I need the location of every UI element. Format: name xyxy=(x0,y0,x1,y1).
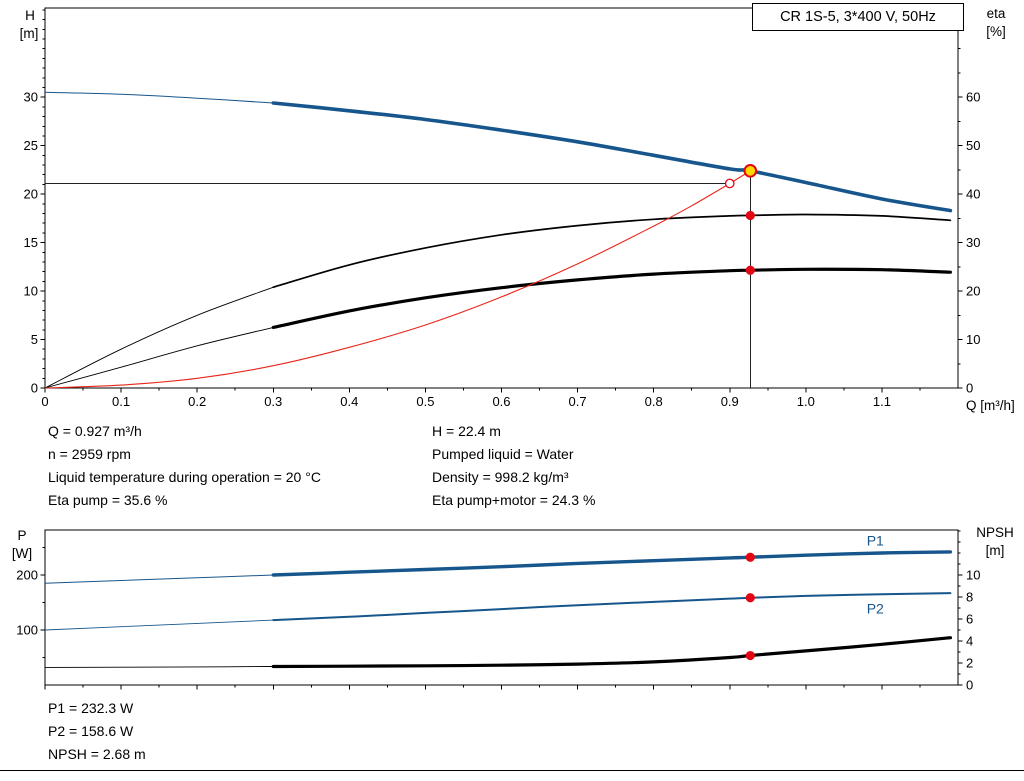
right-tick-label: 10 xyxy=(966,332,980,347)
left-tick-label: 25 xyxy=(24,138,38,153)
p1-curve-thin xyxy=(44,574,274,584)
duty-info-right-column: H = 22.4 m Pumped liquid = Water Density… xyxy=(432,420,595,512)
x-tick-label: 0.1 xyxy=(112,394,130,409)
right-tick-label: 60 xyxy=(966,90,980,105)
right-tick-label: 4 xyxy=(966,634,973,649)
x-tick-label: 0 xyxy=(41,394,48,409)
duty-marker-dot xyxy=(745,593,755,603)
eta-axis-unit: [%] xyxy=(986,24,1006,39)
duty-info-flow: Q = 0.927 m³/h xyxy=(48,423,142,439)
right-tick-label: 40 xyxy=(966,187,980,202)
duty-info-eta-pump: Eta pump = 35.6 % xyxy=(48,492,168,508)
eta-axis-title: eta xyxy=(987,6,1006,21)
system-curve xyxy=(44,170,751,389)
duty-info-head: H = 22.4 m xyxy=(432,423,501,439)
left-tick-label: 100 xyxy=(16,622,38,637)
x-tick-label: 0.2 xyxy=(188,394,206,409)
duty-info-eta-pump-motor: Eta pump+motor = 24.3 % xyxy=(432,492,596,508)
duty-info-speed: n = 2959 rpm xyxy=(48,446,131,462)
duty-info-left-column: Q = 0.927 m³/h n = 2959 rpm Liquid tempe… xyxy=(48,420,321,512)
qh-eta-plot: 0 0.1 0.2 0.3 0.4 0.5 0.6 0.7 0.8 0.9 1.0 1.1 0 5 10 15… xyxy=(24,7,980,409)
x-axis xyxy=(44,685,921,690)
duty-marker-dot xyxy=(745,552,755,562)
power-info-npsh: NPSH = 2.68 m xyxy=(48,746,146,762)
right-tick-label: 0 xyxy=(966,381,973,396)
p-axis-title: P xyxy=(17,528,26,543)
duty-info-density: Density = 998.2 kg/m³ xyxy=(432,469,569,485)
left-tick-label: 10 xyxy=(24,284,38,299)
right-tick-label: 50 xyxy=(966,138,980,153)
x-tick-label: 0.8 xyxy=(645,394,663,409)
left-tick-label: 5 xyxy=(31,332,38,347)
right-axis: 0 10 20 30 40 50 60 xyxy=(958,23,980,396)
right-tick-label: 0 xyxy=(966,678,973,693)
left-axis: 100 200 xyxy=(16,546,45,658)
duty-info-liquid: Pumped liquid = Water xyxy=(432,446,574,462)
series-curves xyxy=(44,91,953,389)
duty-marker-dot xyxy=(745,650,755,661)
p2-curve-thin xyxy=(44,619,274,631)
x-tick-label: 0.9 xyxy=(721,394,739,409)
left-tick-label: 0 xyxy=(31,381,38,396)
requested-point-marker xyxy=(724,178,735,189)
series-label-P1: P1 xyxy=(867,532,884,548)
npsh-curve xyxy=(271,636,952,669)
p1-curve xyxy=(271,550,953,577)
eta-pump-curve xyxy=(272,213,952,289)
power-info-column: P1 = 232.3 W P2 = 158.6 W NPSH = 2.68 m xyxy=(48,697,146,766)
right-tick-label: 10 xyxy=(966,568,980,583)
right-tick-label: 30 xyxy=(966,235,980,250)
right-tick-label: 8 xyxy=(966,590,973,605)
x-tick-label: 0.7 xyxy=(569,394,587,409)
h-axis-unit: [m] xyxy=(20,26,39,41)
x-tick-label: 0.4 xyxy=(340,394,358,409)
head-curve xyxy=(271,101,953,213)
x-tick-label: 1.1 xyxy=(873,394,891,409)
left-tick-label: 200 xyxy=(16,567,38,582)
power-info-p2: P2 = 158.6 W xyxy=(48,723,134,739)
x-axis: 0 0.1 0.2 0.3 0.4 0.5 0.6 0.7 0.8 0.9 1.0 1.1 xyxy=(41,388,921,409)
plot-frame xyxy=(44,7,959,389)
right-tick-label: 2 xyxy=(966,656,973,671)
x-tick-label: 0.3 xyxy=(264,394,282,409)
npsh-curve-thin xyxy=(44,666,274,668)
eta-pump-motor-curve xyxy=(271,267,952,329)
markers xyxy=(724,164,758,275)
right-axis: 0 2 4 6 8 10 xyxy=(958,530,980,693)
duty-point-marker xyxy=(743,164,758,178)
x-tick-label: 0.6 xyxy=(492,394,510,409)
left-tick-label: 15 xyxy=(24,235,38,250)
x-tick-label: 0.5 xyxy=(416,394,434,409)
x-tick-label: 1.0 xyxy=(797,394,815,409)
series-label-P2: P2 xyxy=(867,601,884,617)
q-axis-title: Q [m³/h] xyxy=(966,398,1015,413)
markers xyxy=(745,552,755,661)
pump-model-title: CR 1S-5, 3*400 V, 50Hz xyxy=(780,9,936,25)
left-axis: 0 5 10 15 20 25 30 xyxy=(24,9,45,396)
h-axis-title: H xyxy=(25,8,35,23)
npsh-axis-unit: [m] xyxy=(986,543,1005,558)
series-curves xyxy=(44,550,953,669)
left-tick-label: 30 xyxy=(24,90,38,105)
p-axis-unit: [W] xyxy=(12,546,32,561)
head-curve-thin xyxy=(44,91,274,104)
pump-model-title-box: CR 1S-5, 3*400 V, 50Hz xyxy=(752,3,964,31)
duty-marker-dot xyxy=(745,210,755,221)
eta-pump-motor-curve-thin xyxy=(44,326,274,389)
eta-pump-curve-thin xyxy=(44,286,274,389)
right-tick-label: 6 xyxy=(966,612,973,627)
power-info-p1: P1 = 232.3 W xyxy=(48,700,134,716)
duty-marker-dot xyxy=(745,265,755,275)
npsh-axis-title: NPSH xyxy=(976,525,1014,540)
p2-curve xyxy=(272,592,952,622)
chart-curves: 0 0.1 0.2 0.3 0.4 0.5 0.6 0.7 0.8 0.9 1.0 1.1 0 5 10 15… xyxy=(16,7,980,693)
left-tick-label: 20 xyxy=(24,187,38,202)
power-npsh-plot: 100 200 0 2 4 6 8 10 P1 P2 xyxy=(16,529,980,693)
right-tick-label: 20 xyxy=(966,284,980,299)
duty-info-temperature: Liquid temperature during operation = 20… xyxy=(48,469,321,485)
